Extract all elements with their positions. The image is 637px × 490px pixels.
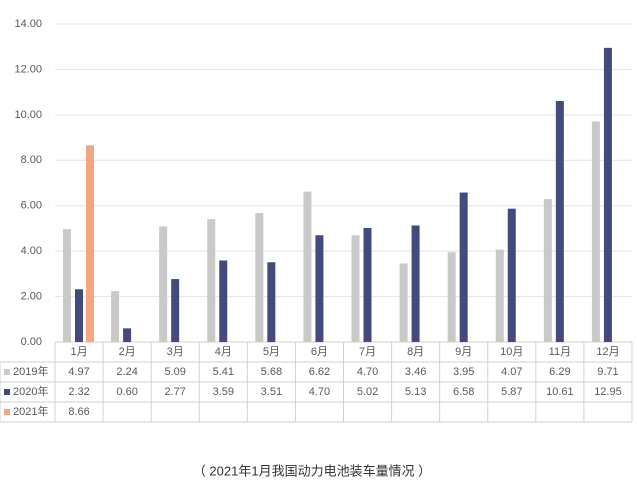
- table-value: 2.24: [116, 366, 137, 378]
- bar: [459, 192, 468, 342]
- legend-label: 2021年: [13, 404, 48, 418]
- x-tick-label: 9月: [455, 346, 472, 358]
- bar: [399, 263, 408, 342]
- x-tick-label: 10月: [500, 346, 523, 358]
- bar: [75, 289, 83, 342]
- table-value: 5.87: [501, 386, 522, 398]
- bar: [543, 199, 552, 342]
- table-value: 10.61: [546, 386, 574, 398]
- x-tick-label: 12月: [596, 346, 619, 358]
- legend-swatch: [4, 369, 10, 375]
- table-value: 4.07: [501, 366, 522, 378]
- table-value: 4.70: [357, 366, 378, 378]
- y-tick-label: 2.00: [21, 290, 42, 302]
- bar: [63, 229, 71, 342]
- table-value: 3.46: [405, 366, 426, 378]
- bar: [447, 252, 456, 342]
- table-value: 3.95: [453, 366, 474, 378]
- bar: [315, 235, 324, 342]
- bar: [555, 101, 564, 342]
- table-value: 5.13: [405, 386, 426, 398]
- table-value: 6.29: [549, 366, 570, 378]
- x-tick-label: 7月: [359, 346, 376, 358]
- x-tick-label: 2月: [119, 346, 136, 358]
- y-tick-label: 0.00: [21, 336, 42, 348]
- bar: [255, 212, 264, 342]
- table-value: 0.60: [116, 386, 137, 398]
- y-tick-label: 8.00: [21, 154, 42, 166]
- x-tick-label: 3月: [167, 346, 184, 358]
- x-tick-label: 5月: [263, 346, 280, 358]
- x-tick-label: 1月: [70, 346, 87, 358]
- table-value: 8.66: [68, 406, 89, 418]
- y-tick-label: 6.00: [21, 200, 42, 212]
- legend-label: 2019年: [13, 364, 48, 378]
- table-value: 6.58: [453, 386, 474, 398]
- table-value: 3.51: [261, 386, 282, 398]
- table-value: 4.97: [68, 366, 89, 378]
- bar: [123, 328, 132, 342]
- x-tick-label: 8月: [407, 346, 424, 358]
- x-tick-label: 11月: [549, 346, 571, 358]
- bar: [351, 235, 360, 342]
- table-value: 5.41: [213, 366, 234, 378]
- legend-label: 2020年: [13, 384, 48, 398]
- table-value: 5.09: [164, 366, 185, 378]
- y-tick-label: 10.00: [14, 109, 42, 121]
- bar: [603, 47, 612, 342]
- x-tick-label: 4月: [215, 346, 232, 358]
- bar: [267, 262, 276, 342]
- bar: [363, 227, 372, 342]
- table-value: 9.71: [597, 366, 618, 378]
- table-value: 5.68: [261, 366, 282, 378]
- x-tick-label: 6月: [311, 346, 328, 358]
- y-tick-label: 4.00: [21, 245, 42, 257]
- bar: [86, 145, 94, 342]
- y-tick-label: 14.00: [14, 18, 42, 30]
- bar: [207, 219, 216, 342]
- table-value: 12.95: [594, 386, 622, 398]
- table-value: 3.59: [213, 386, 234, 398]
- table-value: 6.62: [309, 366, 330, 378]
- bar: [303, 191, 312, 342]
- legend-swatch: [4, 409, 10, 415]
- bar: [411, 225, 420, 342]
- bar: [507, 208, 516, 342]
- bar: [219, 260, 228, 342]
- bar: [159, 226, 168, 342]
- legend-swatch: [4, 389, 10, 395]
- bar: [495, 249, 504, 342]
- bar: [591, 121, 600, 343]
- table-value: 2.77: [164, 386, 185, 398]
- table-value: 2.32: [68, 386, 89, 398]
- caption: （ 2021年1月我国动力电池装车量情况 ）: [193, 463, 431, 478]
- bar: [171, 279, 180, 342]
- y-tick-label: 12.00: [14, 63, 42, 75]
- table-value: 5.02: [357, 386, 378, 398]
- table-value: 4.70: [309, 386, 330, 398]
- bar: [111, 291, 120, 342]
